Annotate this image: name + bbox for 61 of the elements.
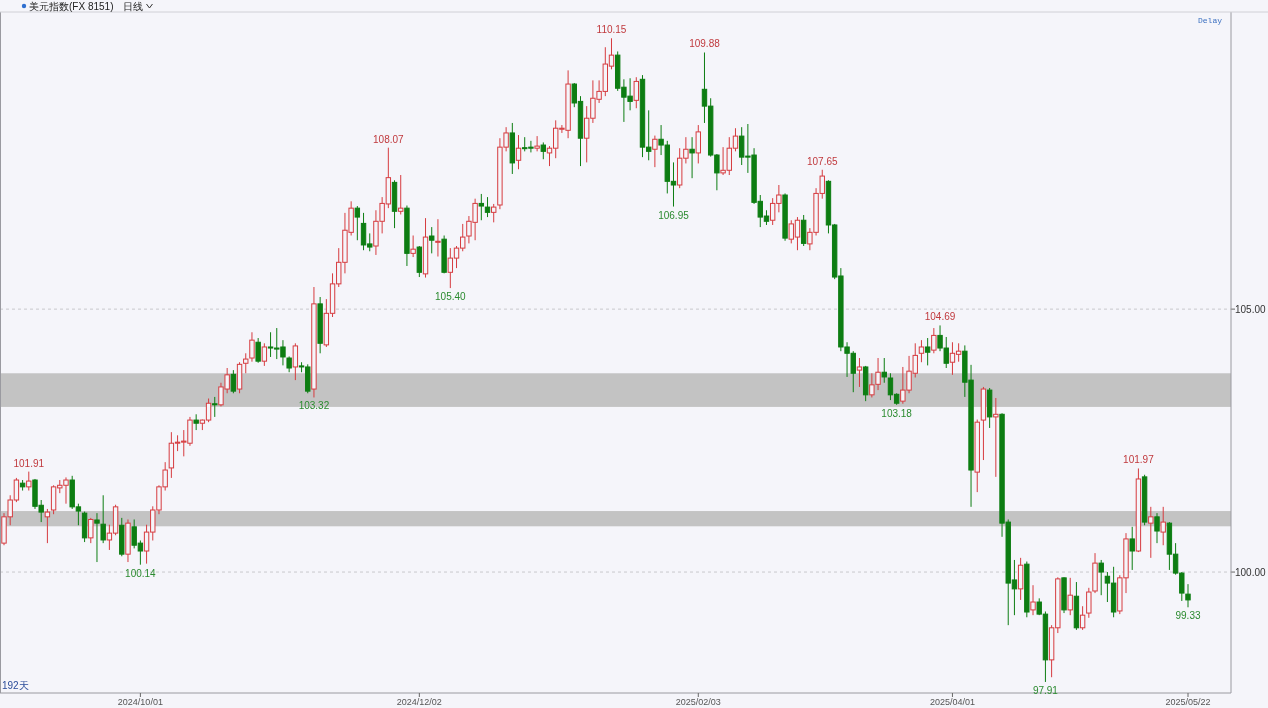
candlestick — [515, 134, 522, 170]
candlestick — [1129, 526, 1135, 571]
candlestick — [212, 396, 218, 418]
candlestick — [26, 471, 32, 492]
candlestick — [1017, 557, 1024, 601]
candlestick — [1067, 577, 1073, 616]
candlestick — [534, 135, 540, 152]
candlestick — [255, 337, 261, 364]
annotation: 103.18 — [881, 407, 913, 419]
x-tick-label: 2025/05/22 — [1165, 697, 1211, 707]
candlestick — [1148, 506, 1154, 559]
candlestick — [652, 135, 658, 168]
candlestick — [410, 234, 416, 258]
candlestick — [856, 357, 863, 388]
candlestick — [695, 124, 701, 164]
candlestick — [88, 517, 94, 544]
x-tick-label: 2024/12/02 — [396, 697, 442, 707]
x-tick-label: 2025/04/01 — [929, 697, 975, 707]
candlestick — [44, 508, 51, 544]
x-tick-label: 2024/10/01 — [117, 697, 163, 707]
candlestick — [633, 76, 639, 109]
annotation: 109.88 — [689, 38, 721, 50]
candlestick — [261, 342, 268, 367]
candlestick — [491, 203, 497, 223]
candlestick — [918, 339, 925, 363]
annotation: 110.15 — [596, 24, 627, 36]
annotation: 99.33 — [1175, 610, 1201, 622]
y-tick-label: 100.00 — [1235, 567, 1267, 579]
chart-title: 美元指数(FX 8151) — [29, 1, 114, 12]
annotation: 105.40 — [435, 291, 467, 303]
annotation: 100.14 — [125, 567, 157, 579]
chart-subtitle: 日线 — [123, 1, 144, 12]
candlestick — [931, 327, 937, 354]
candlestick — [292, 342, 299, 381]
candlestick — [94, 512, 100, 563]
candlestick — [993, 397, 999, 478]
annotation: 104.69 — [924, 311, 956, 323]
y-tick-label: 105.00 — [1235, 304, 1267, 316]
x-tick-label: 2025/02/03 — [675, 697, 721, 707]
candlestick — [1160, 506, 1166, 546]
candlestick — [689, 136, 695, 179]
annotation: 97.91 — [1032, 684, 1059, 696]
candlestick — [1154, 512, 1160, 544]
candlestick — [398, 174, 404, 215]
candlestick — [1030, 584, 1036, 616]
candlestick — [100, 494, 106, 544]
annotation: 101.91 — [13, 457, 45, 469]
annotation: 108.07 — [373, 133, 405, 145]
annotation: 103.32 — [298, 400, 330, 412]
candlestick — [1098, 559, 1104, 596]
candlestick — [435, 218, 441, 258]
annotation: 192天 — [2, 680, 29, 691]
annotation: 106.95 — [658, 209, 690, 221]
candlestick — [429, 226, 435, 254]
candlestick — [230, 369, 237, 394]
annotation: 101.97 — [1123, 454, 1155, 466]
annotation: 107.65 — [806, 155, 838, 167]
candlestick — [800, 214, 807, 247]
text: Delay — [1197, 16, 1223, 25]
candlestick — [354, 205, 361, 241]
candlestick — [924, 337, 931, 366]
